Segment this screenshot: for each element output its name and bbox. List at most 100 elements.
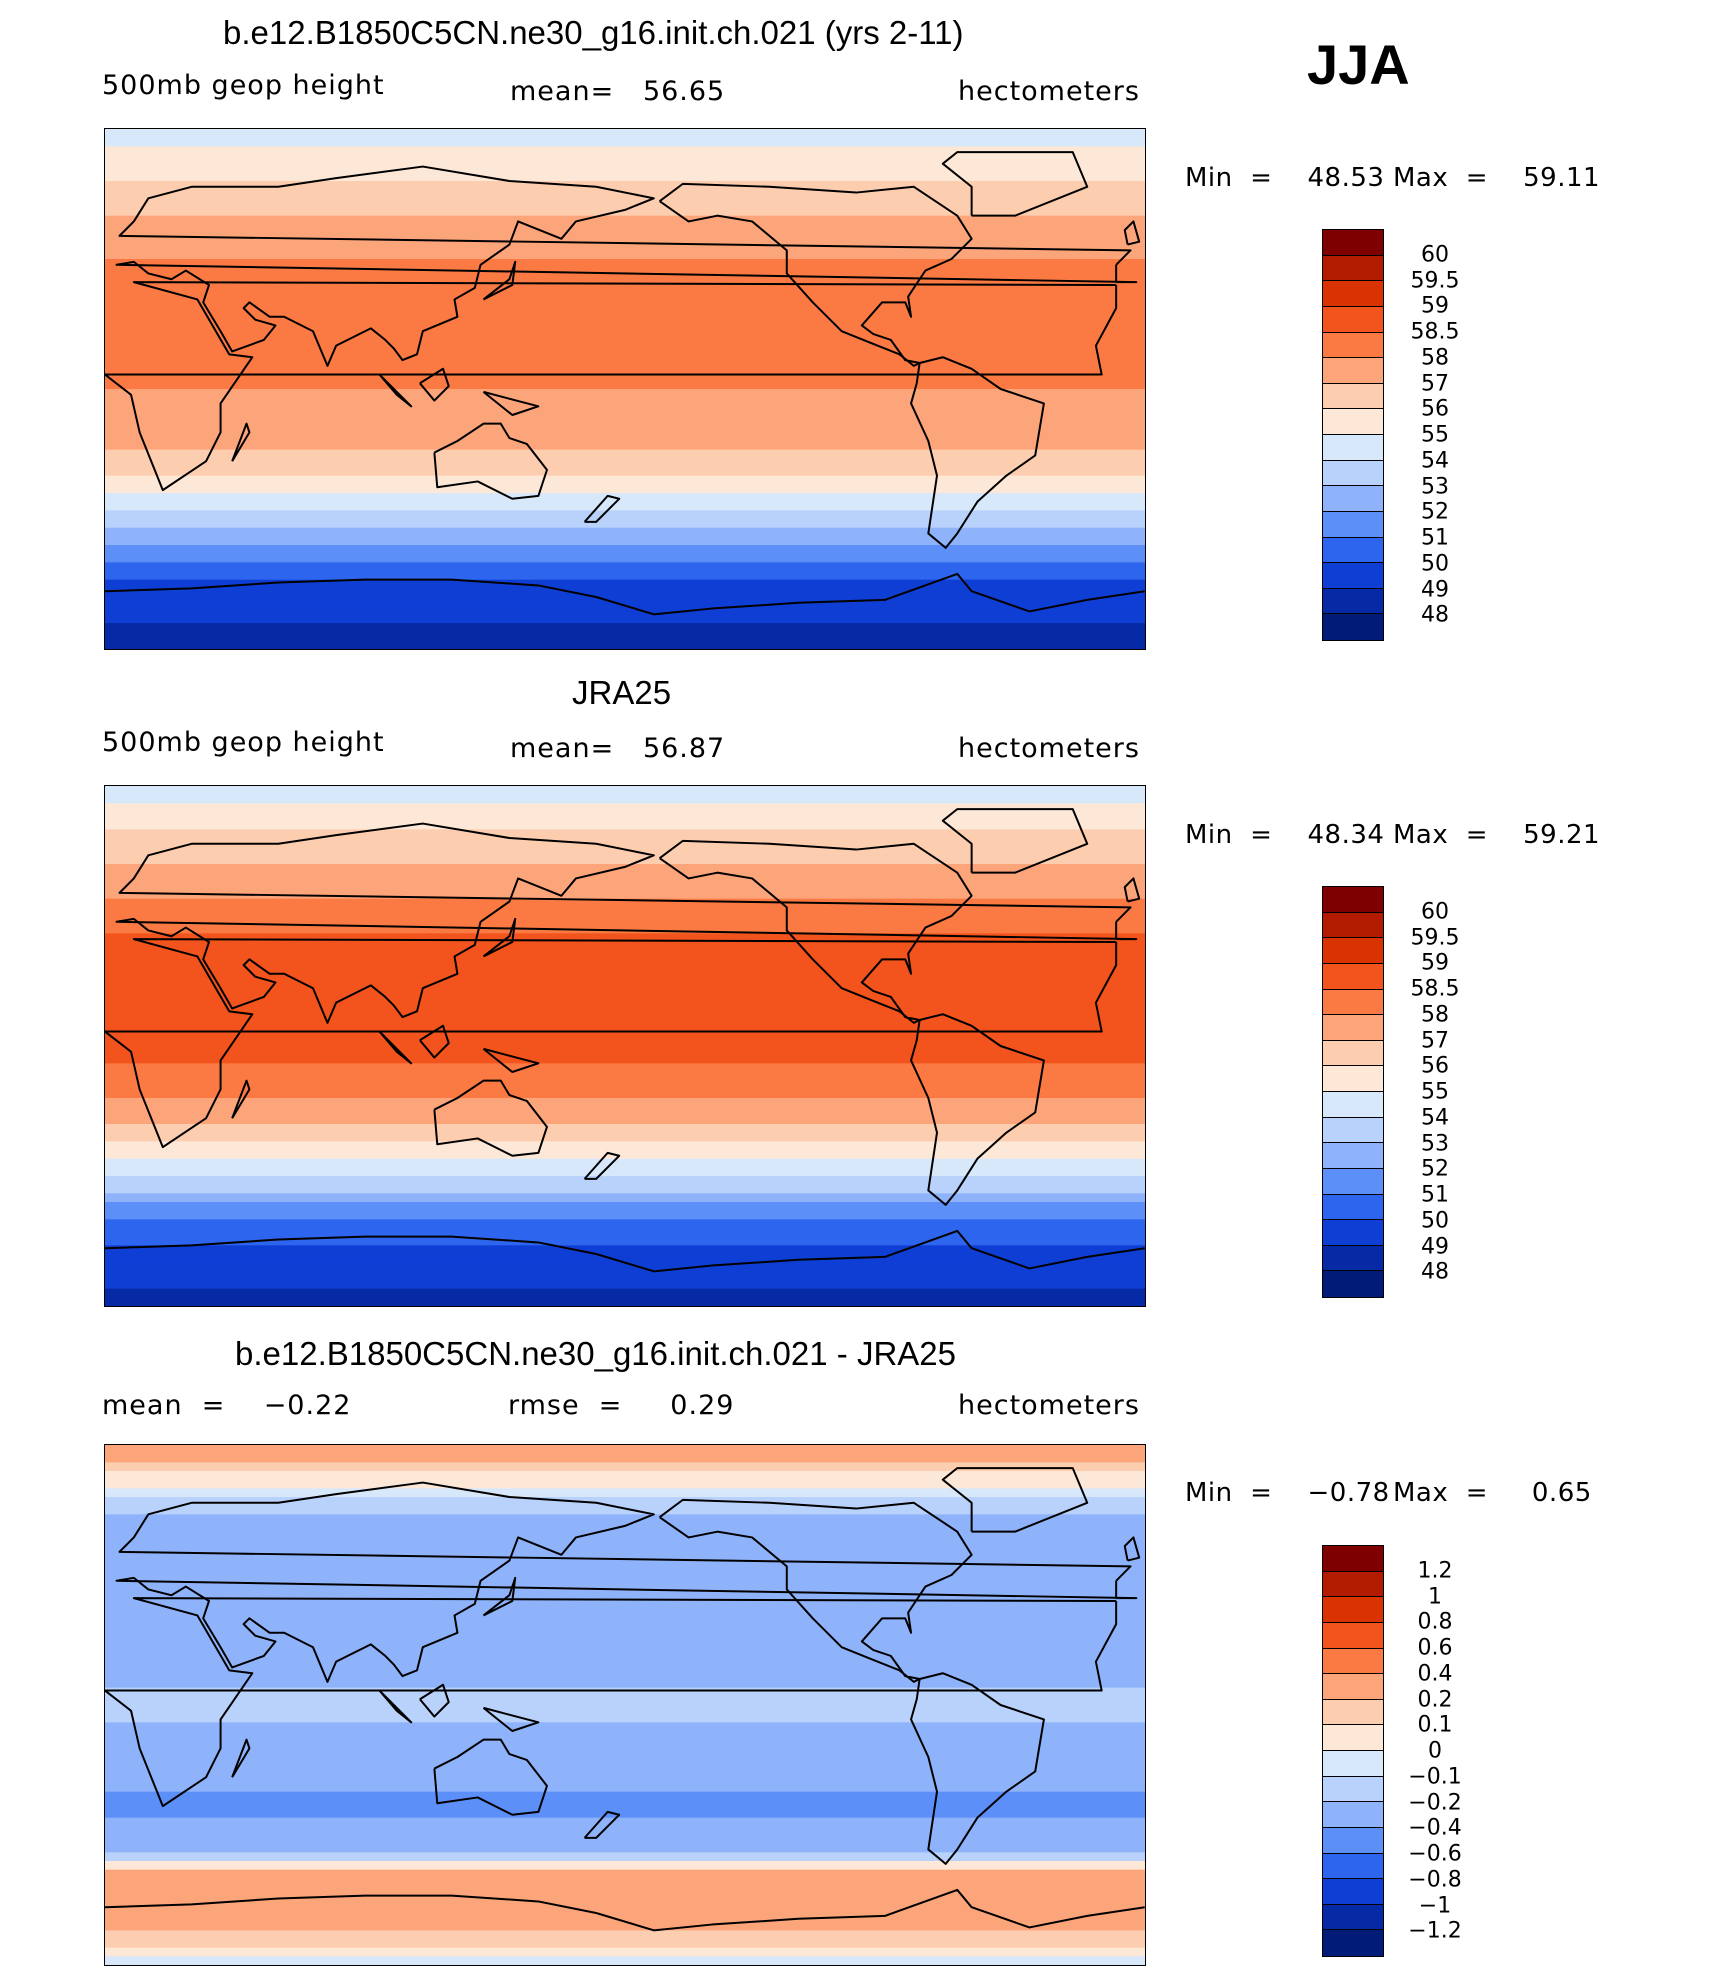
- field-band: [105, 614, 1145, 624]
- field-band: [105, 1817, 1145, 1827]
- colorbar-tick-label: 0: [1428, 1738, 1442, 1764]
- field-band: [105, 1843, 1145, 1853]
- field-band: [105, 406, 1145, 416]
- field-band: [105, 1158, 1145, 1168]
- colorbar-swatch: [1323, 537, 1383, 564]
- field-band: [105, 1592, 1145, 1602]
- coastline: [1123, 877, 1141, 903]
- field-band: [105, 794, 1145, 804]
- field-band: [105, 1869, 1145, 1879]
- field-band: [105, 328, 1145, 338]
- field-band: [105, 146, 1145, 156]
- coastline: [231, 1079, 251, 1119]
- coastline: [115, 1481, 1138, 1683]
- field-band: [105, 1046, 1145, 1056]
- field-band: [105, 484, 1145, 494]
- field-band: [105, 985, 1145, 995]
- field-band: [105, 172, 1145, 182]
- field-band: [105, 1956, 1145, 1965]
- field-band: [105, 1739, 1145, 1749]
- colorbar-swatch: [1323, 1802, 1383, 1828]
- field-band: [105, 189, 1145, 199]
- coastline: [433, 422, 548, 500]
- field-band: [105, 933, 1145, 943]
- field-band: [105, 916, 1145, 926]
- colorbar-swatch: [1323, 1015, 1383, 1041]
- colorbar-tick-label: 54: [1421, 448, 1449, 474]
- colorbar-swatch: [1323, 383, 1383, 410]
- panel-2-title: JRA25: [572, 674, 672, 711]
- field-band: [105, 363, 1145, 373]
- colorbar-tick-label: 0.1: [1417, 1712, 1453, 1738]
- panel-3-colorbar-labels: 1.2 1 0.8 0.6 0.4 0.2 0.1 0 −0.1 −0.2 −0.4 −0.6 −0.8…: [1400, 1545, 1480, 1957]
- colorbar-swatch: [1323, 1040, 1383, 1067]
- field-band: [105, 293, 1145, 303]
- field-band: [105, 129, 1145, 139]
- colorbar-swatch: [1323, 1674, 1383, 1700]
- colorbar-tick-label: 60: [1421, 899, 1449, 925]
- field-band: [105, 441, 1145, 451]
- colorbar-swatch: [1323, 409, 1383, 435]
- field-band: [105, 250, 1145, 260]
- field-band: [105, 872, 1145, 882]
- field-band: [105, 163, 1145, 173]
- colorbar-swatch: [1323, 1092, 1383, 1118]
- coastline: [378, 1689, 413, 1724]
- field-band: [105, 881, 1145, 891]
- colorbar-swatch: [1323, 1143, 1383, 1169]
- colorbar-tick-label: 57: [1421, 1028, 1449, 1053]
- coastline: [659, 182, 973, 367]
- field-band: [105, 631, 1145, 641]
- field-band: [105, 155, 1145, 165]
- field-band: [105, 380, 1145, 390]
- colorbar-tick-label: 58.5: [1410, 976, 1460, 1002]
- field-band: [105, 1245, 1145, 1255]
- colorbar-tick-label: 51: [1421, 1182, 1449, 1208]
- colorbar-swatch: [1323, 486, 1383, 512]
- field-band: [105, 241, 1145, 251]
- field-band: [105, 1575, 1145, 1585]
- field-band: [105, 812, 1145, 822]
- field-band: [105, 1210, 1145, 1220]
- field-band: [105, 311, 1145, 321]
- field-band: [105, 432, 1145, 442]
- panel-1-min: Min = 48.53: [1185, 163, 1385, 193]
- field-band: [105, 838, 1145, 848]
- field-band: [105, 267, 1145, 277]
- field-band: [105, 976, 1145, 986]
- field-band: [105, 1054, 1145, 1064]
- field-band: [105, 1089, 1145, 1099]
- coastline: [378, 373, 413, 408]
- panel-3-title: b.e12.B1850C5CN.ne30_g16.init.ch.021 - J…: [235, 1335, 956, 1372]
- field-band: [105, 397, 1145, 407]
- colorbar-tick-label: 58: [1421, 1002, 1449, 1028]
- colorbar-swatch: [1323, 460, 1383, 487]
- coastline: [482, 1706, 540, 1732]
- field-band: [105, 1653, 1145, 1663]
- field-band: [105, 1783, 1145, 1793]
- field-band: [105, 371, 1145, 381]
- panel-1-units: hectometers: [958, 76, 1140, 107]
- panel-1-colorbar-labels: 60 59.5 59 58.5 58 57 56 55 54 53 52 51 50 49 48: [1400, 229, 1480, 641]
- coastline: [910, 1013, 1045, 1206]
- coastline: [910, 356, 1045, 549]
- field-band: [105, 1141, 1145, 1151]
- field-band: [105, 1809, 1145, 1819]
- colorbar-tick-label: 54: [1421, 1105, 1449, 1131]
- colorbar-swatch: [1323, 1220, 1383, 1246]
- colorbar-swatch: [1323, 1571, 1383, 1598]
- field-band: [105, 1557, 1145, 1567]
- field-band: [105, 1462, 1145, 1472]
- field-band: [105, 1627, 1145, 1637]
- panel-2-mean: mean= 56.87: [510, 733, 726, 764]
- field-band: [105, 1791, 1145, 1801]
- colorbar-tick-label: 49: [1421, 577, 1449, 602]
- colorbar-tick-label: 59: [1421, 950, 1449, 976]
- panel-2-units: hectometers: [958, 733, 1140, 764]
- field-band: [105, 1280, 1145, 1290]
- field-band: [105, 1705, 1145, 1715]
- panel-1-mean: mean= 56.65: [510, 76, 726, 107]
- colorbar-tick-label: −1: [1418, 1893, 1452, 1918]
- colorbar-tick-label: 52: [1421, 499, 1449, 525]
- panel-1-variable: 500mb geop height: [102, 70, 385, 101]
